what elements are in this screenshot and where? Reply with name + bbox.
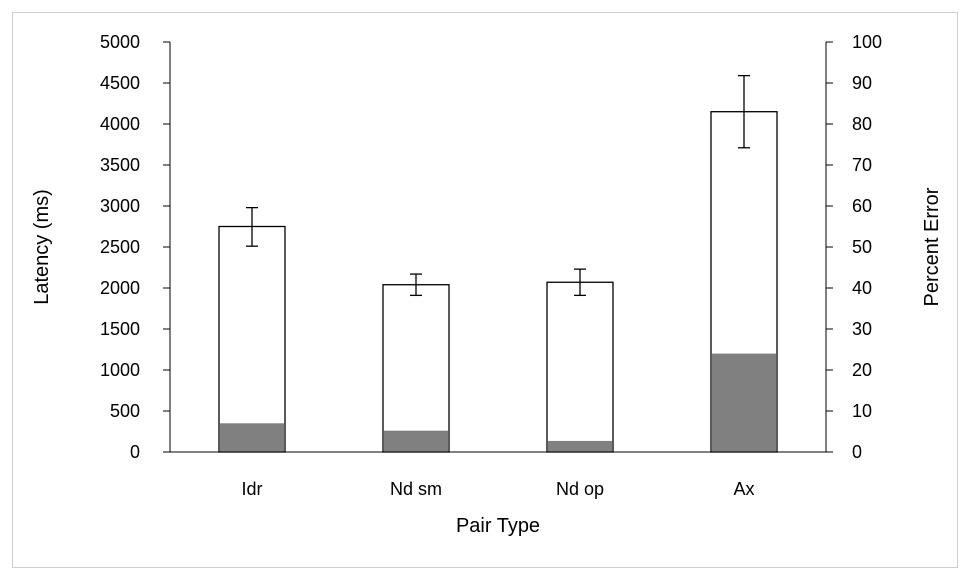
latency-bar xyxy=(218,225,286,453)
x-axis-title: Pair Type xyxy=(456,515,540,537)
right-tick-label: 20 xyxy=(852,360,872,380)
y-axis-title: Latency (ms) xyxy=(31,189,53,305)
x-category-label: Ax xyxy=(733,479,754,499)
right-tick-label: 50 xyxy=(852,237,872,257)
right-tick-label: 80 xyxy=(852,114,872,134)
left-tick-label: 500 xyxy=(110,401,140,421)
right-tick-label: 60 xyxy=(852,196,872,216)
left-axis-ticks: 0 500 1000 1500 2000 2500 3000 3500 4000 4500 5000 xyxy=(100,32,170,462)
y2-axis-title: Percent Error xyxy=(921,187,943,306)
left-tick-label: 4500 xyxy=(100,73,140,93)
error-rate-bar xyxy=(548,440,612,452)
left-tick-label: 2000 xyxy=(100,278,140,298)
bars xyxy=(218,74,778,453)
right-tick-label: 0 xyxy=(852,442,862,462)
left-tick-label: 3000 xyxy=(100,196,140,216)
right-tick-label: 70 xyxy=(852,155,872,175)
left-tick-label: 2500 xyxy=(100,237,140,257)
x-axis-categories: Idr Nd sm Nd op Ax xyxy=(241,479,754,499)
latency-bar xyxy=(382,284,450,453)
latency-bar xyxy=(546,281,614,453)
left-tick-label: 3500 xyxy=(100,155,140,175)
right-tick-label: 40 xyxy=(852,278,872,298)
error-rate-bar xyxy=(384,430,448,452)
left-tick-label: 1000 xyxy=(100,360,140,380)
x-category-label: Nd op xyxy=(556,479,604,499)
left-tick-label: 0 xyxy=(130,442,140,462)
right-tick-label: 30 xyxy=(852,319,872,339)
error-rate-bar xyxy=(712,353,776,452)
x-category-label: Idr xyxy=(241,479,262,499)
error-rate-bar xyxy=(220,423,284,452)
left-tick-label: 4000 xyxy=(100,114,140,134)
left-tick-label: 1500 xyxy=(100,319,140,339)
right-axis-ticks: 0 10 20 30 40 50 60 70 80 90 100 xyxy=(826,32,882,462)
x-category-label: Nd sm xyxy=(390,479,442,499)
right-tick-label: 10 xyxy=(852,401,872,421)
right-tick-label: 90 xyxy=(852,73,872,93)
left-tick-label: 5000 xyxy=(100,32,140,52)
right-tick-label: 100 xyxy=(852,32,882,52)
